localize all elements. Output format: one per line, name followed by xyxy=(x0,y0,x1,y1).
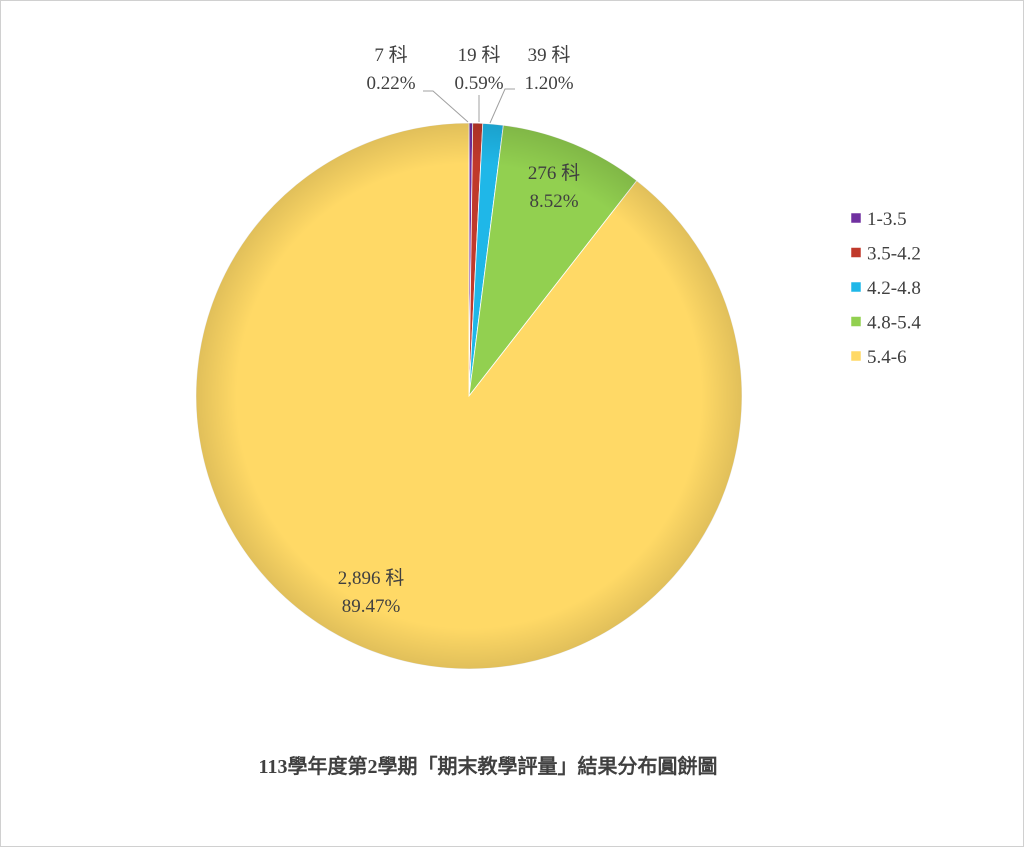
legend-swatch xyxy=(850,350,862,362)
data-label-count: 2,896 科 xyxy=(338,567,405,589)
data-label-percent: 8.52% xyxy=(529,191,578,212)
chart-title: 113學年度第2學期「期末教學評量」結果分布圓餅圖 xyxy=(259,754,718,778)
legend-label: 4.8-5.4 xyxy=(867,313,921,334)
legend-label: 5.4-6 xyxy=(867,347,907,368)
data-label-percent: 0.59% xyxy=(454,73,503,94)
leader-line xyxy=(423,90,469,123)
data-label-count: 19 科 xyxy=(458,44,501,66)
legend-label: 3.5-4.2 xyxy=(867,244,921,265)
data-label-count: 39 科 xyxy=(528,44,571,66)
data-label-percent: 89.47% xyxy=(342,596,401,617)
leader-line xyxy=(489,88,515,124)
legend-label: 4.2-4.8 xyxy=(867,278,921,299)
legend-swatch xyxy=(850,281,862,293)
data-label-percent: 0.22% xyxy=(366,73,415,94)
legend-swatch xyxy=(850,212,862,224)
pie-slice-5.4-6 xyxy=(195,122,743,670)
legend-swatch xyxy=(850,316,862,327)
data-label-count: 276 科 xyxy=(528,162,580,184)
data-label-count: 7 科 xyxy=(374,44,407,66)
legend-swatch xyxy=(850,247,862,258)
legend-label: 1-3.5 xyxy=(867,209,907,230)
data-label-percent: 1.20% xyxy=(524,73,573,94)
